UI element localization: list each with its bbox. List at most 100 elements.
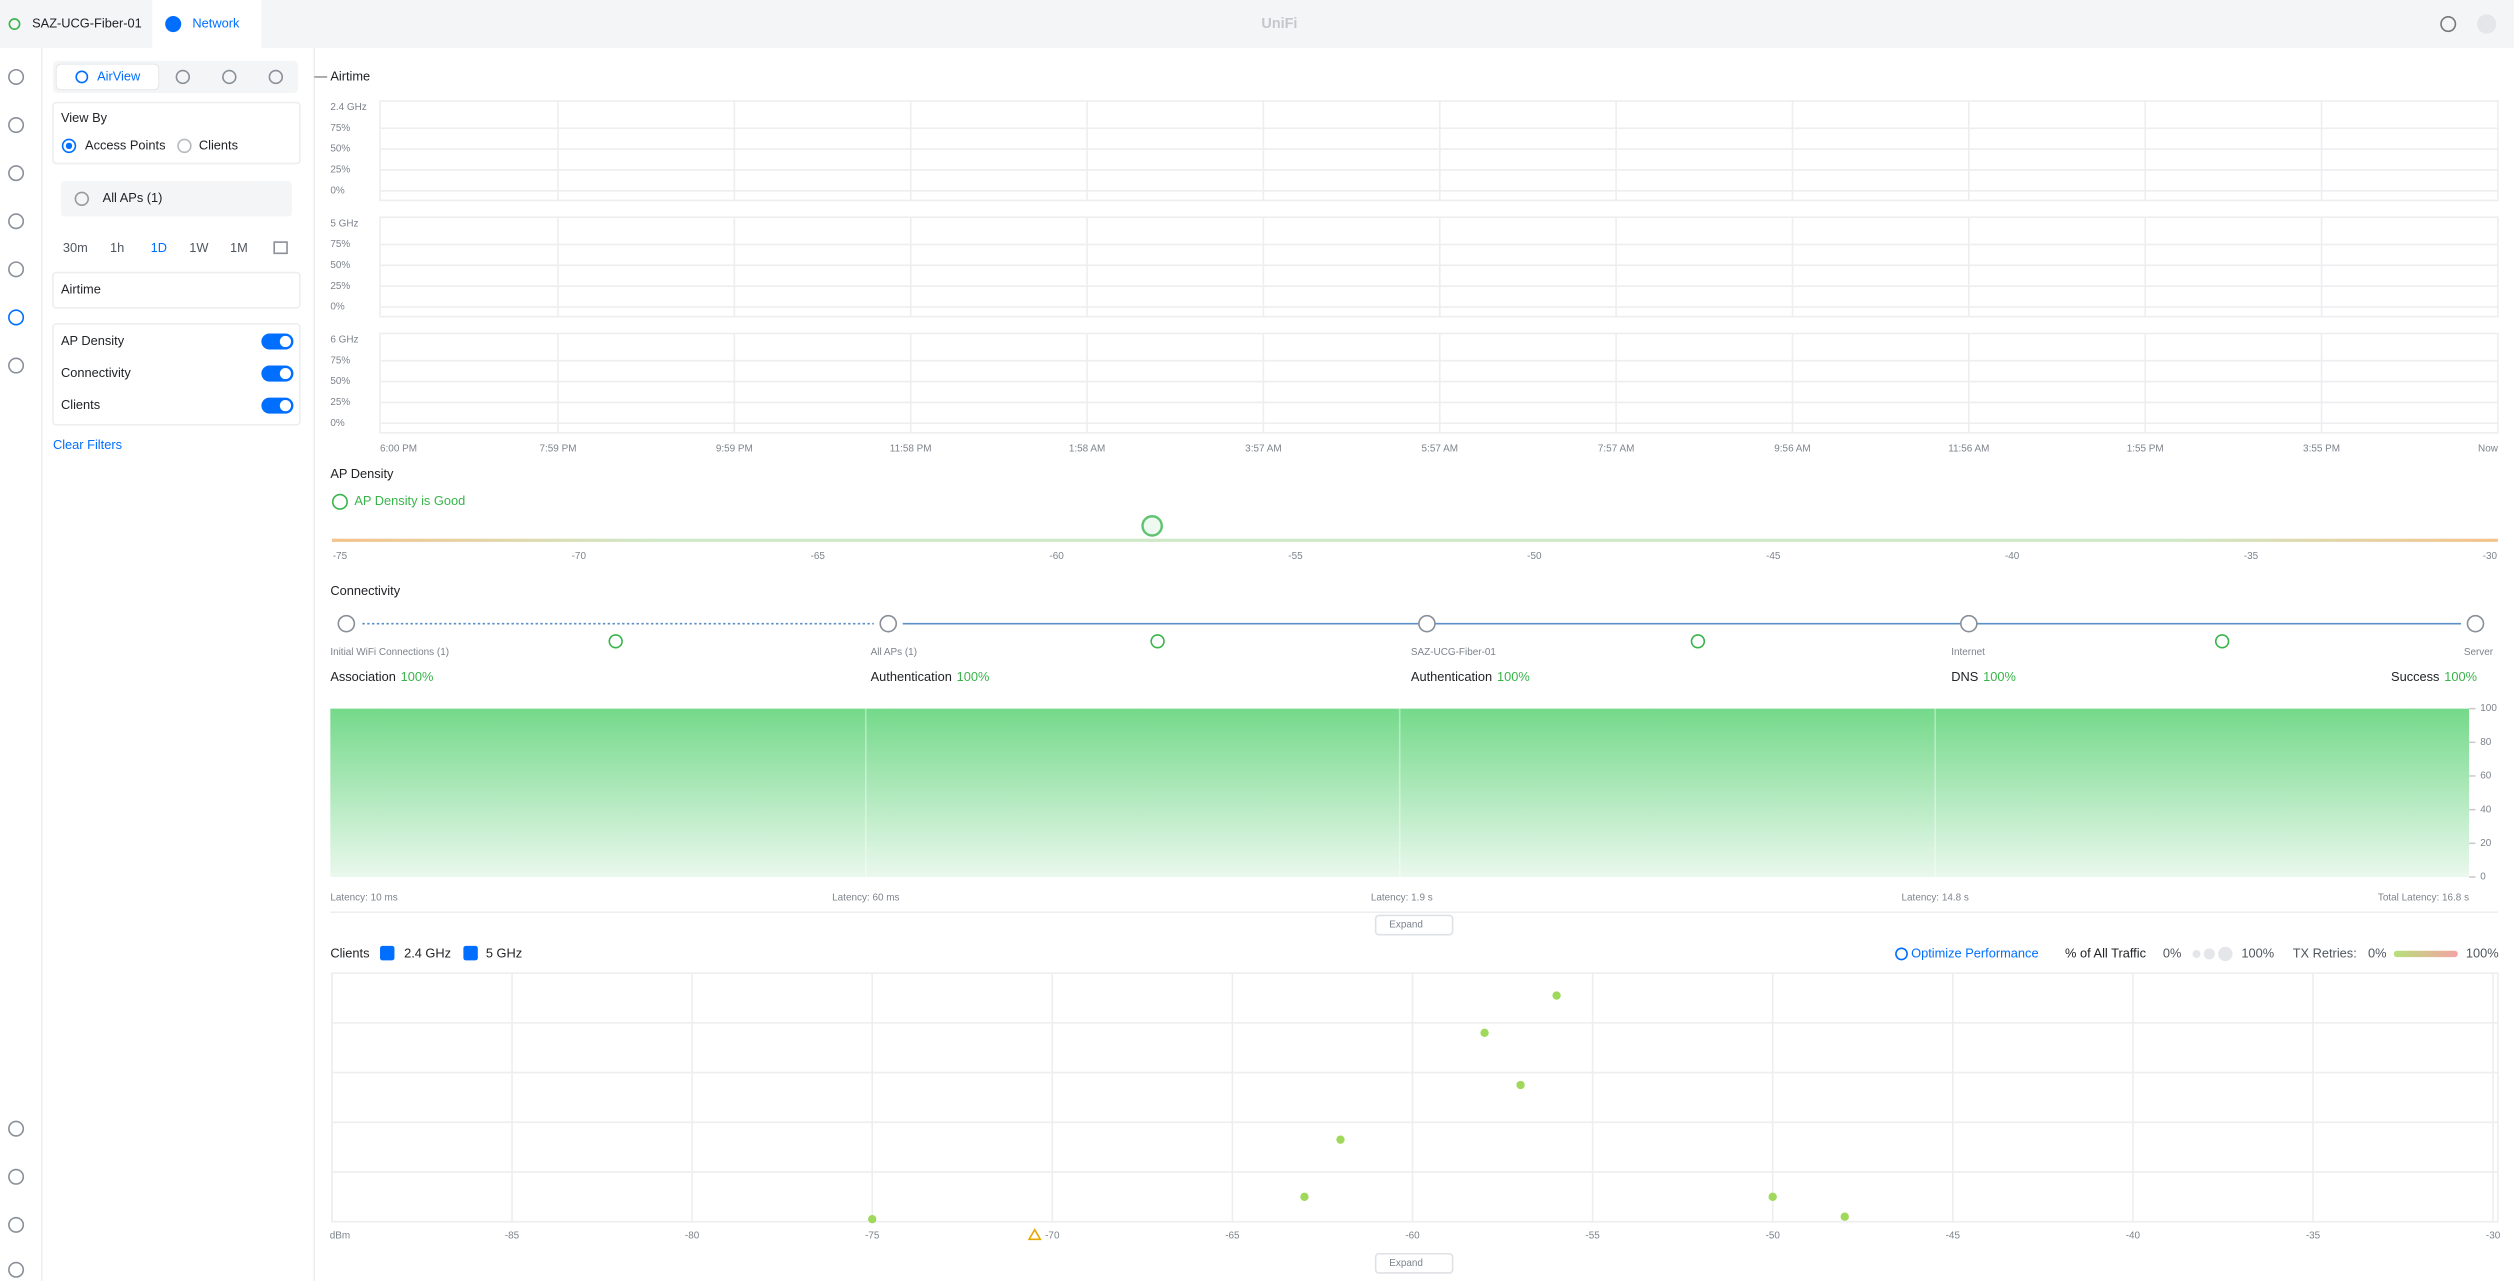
- checkbox[interactable]: [380, 945, 395, 961]
- ap-select[interactable]: [60, 181, 292, 217]
- range-button[interactable]: 1W: [189, 240, 209, 255]
- node-icon: [1960, 614, 1978, 633]
- metric-value: 100%: [401, 670, 434, 685]
- nav-icon[interactable]: [8, 213, 25, 230]
- x-tick-label: 5:57 AM: [1422, 444, 1458, 455]
- x-tick-label: 9:59 PM: [716, 444, 753, 455]
- toggle-card: [52, 323, 301, 426]
- network-icon: [165, 16, 182, 33]
- expand-label[interactable]: Expand: [1389, 1258, 1423, 1269]
- x-tick-label: -45: [1946, 1231, 1961, 1242]
- node-label: SAZ-UCG-Fiber-01: [1411, 647, 1497, 658]
- y-tick-label: 60: [2480, 771, 2492, 782]
- latency-label: Total Latency: 16.8 s: [2378, 892, 2469, 903]
- warning-icon: [1027, 1228, 1042, 1241]
- range-button[interactable]: 1M: [230, 240, 248, 255]
- toggle-knob: [279, 400, 292, 412]
- y-tick-label: 50%: [330, 376, 350, 387]
- range-button[interactable]: 30m: [63, 240, 88, 255]
- toggle-label: AP Density: [61, 333, 125, 348]
- nav-icon[interactable]: [8, 1120, 25, 1137]
- x-tick-label: 9:56 AM: [1774, 444, 1810, 455]
- section-title: AP Density: [330, 466, 394, 481]
- check-icon: [2214, 634, 2230, 649]
- client-point[interactable]: [868, 1215, 877, 1224]
- client-point[interactable]: [1840, 1212, 1849, 1221]
- section-title: Airtime: [61, 282, 101, 297]
- radio-clients[interactable]: [177, 138, 192, 154]
- ap-icon: [74, 191, 90, 207]
- tab-icon[interactable]: [175, 69, 191, 85]
- legend-min: 0%: [2368, 945, 2387, 960]
- nav-icon[interactable]: [8, 1168, 25, 1185]
- expand-button[interactable]: [1374, 1252, 1454, 1274]
- metric-value: 100%: [1983, 670, 2016, 685]
- legend-max: 100%: [2241, 945, 2274, 960]
- metric-name: Success: [2391, 670, 2439, 685]
- success-area: [330, 708, 2470, 877]
- tab-icon[interactable]: [268, 69, 284, 85]
- density-tick: -40: [2005, 551, 2020, 562]
- metric: DNS 100%: [1951, 670, 2016, 685]
- density-tick: -45: [1766, 551, 1781, 562]
- expand-button[interactable]: [1374, 914, 1454, 936]
- x-tick-label: 1:55 PM: [2127, 444, 2164, 455]
- nav-icon[interactable]: [8, 1216, 25, 1233]
- nav-icon[interactable]: [8, 309, 25, 326]
- client-point[interactable]: [1480, 1028, 1489, 1037]
- x-tick-label: 6:00 PM: [380, 444, 417, 455]
- client-point[interactable]: [1516, 1080, 1525, 1090]
- view-by-title: View By: [61, 110, 108, 125]
- x-tick-label: -55: [1585, 1231, 1600, 1242]
- status-icon: [331, 493, 348, 510]
- airview-tab-label[interactable]: AirView: [97, 68, 141, 83]
- y-tick-label: 0: [2480, 872, 2486, 883]
- metric-value: 100%: [957, 670, 990, 685]
- optimize-link[interactable]: Optimize Performance: [1911, 945, 2038, 960]
- density-tick: -55: [1288, 551, 1303, 562]
- avatar[interactable]: [2477, 14, 2497, 34]
- expand-label[interactable]: Expand: [1389, 920, 1423, 931]
- y-tick-label: 75%: [330, 239, 350, 250]
- metric-value: 100%: [2444, 670, 2477, 685]
- option-label: Clients: [199, 137, 238, 152]
- clear-filters[interactable]: Clear Filters: [53, 437, 122, 452]
- x-tick-label: 11:58 PM: [890, 444, 932, 455]
- client-point[interactable]: [1768, 1192, 1777, 1201]
- legend-max: 100%: [2466, 945, 2499, 960]
- client-point[interactable]: [1336, 1135, 1345, 1144]
- latency-label: Latency: 60 ms: [832, 892, 899, 903]
- x-tick-label: -30: [2486, 1231, 2501, 1242]
- checkbox[interactable]: [463, 945, 478, 961]
- node-label: Server: [2464, 647, 2494, 658]
- client-point[interactable]: [1300, 1192, 1309, 1201]
- tab-icon[interactable]: [222, 69, 237, 85]
- node-icon: [879, 614, 898, 633]
- density-tick: -35: [2244, 551, 2259, 562]
- app-name[interactable]: Network: [192, 15, 240, 30]
- nav-icon[interactable]: [8, 165, 25, 182]
- metric-value: 100%: [1497, 670, 1530, 685]
- band-label: 6 GHz: [330, 335, 358, 346]
- band-label: 2.4 GHz: [330, 102, 366, 113]
- latency-label: Latency: 14.8 s: [1902, 892, 1969, 903]
- density-tick: -70: [572, 551, 587, 562]
- legend-min: 0%: [2163, 945, 2182, 960]
- y-tick-label: 80: [2480, 737, 2492, 748]
- y-tick-label: 40: [2480, 804, 2492, 815]
- calendar-icon[interactable]: [273, 241, 288, 255]
- range-button[interactable]: 1h: [110, 240, 124, 255]
- nav-icon[interactable]: [8, 357, 25, 374]
- nav-icon[interactable]: [8, 117, 25, 134]
- radio-ap[interactable]: [61, 138, 77, 154]
- nav-icon[interactable]: [8, 68, 25, 85]
- client-point[interactable]: [1552, 991, 1561, 1000]
- nav-icon[interactable]: [8, 261, 25, 278]
- theme-icon[interactable]: [2440, 16, 2457, 33]
- nav-icon[interactable]: [8, 1261, 25, 1278]
- node-label: Initial WiFi Connections (1): [330, 647, 449, 658]
- metric-name: Association: [330, 670, 396, 685]
- range-button[interactable]: 1D: [151, 240, 167, 255]
- status-dot: [8, 18, 21, 30]
